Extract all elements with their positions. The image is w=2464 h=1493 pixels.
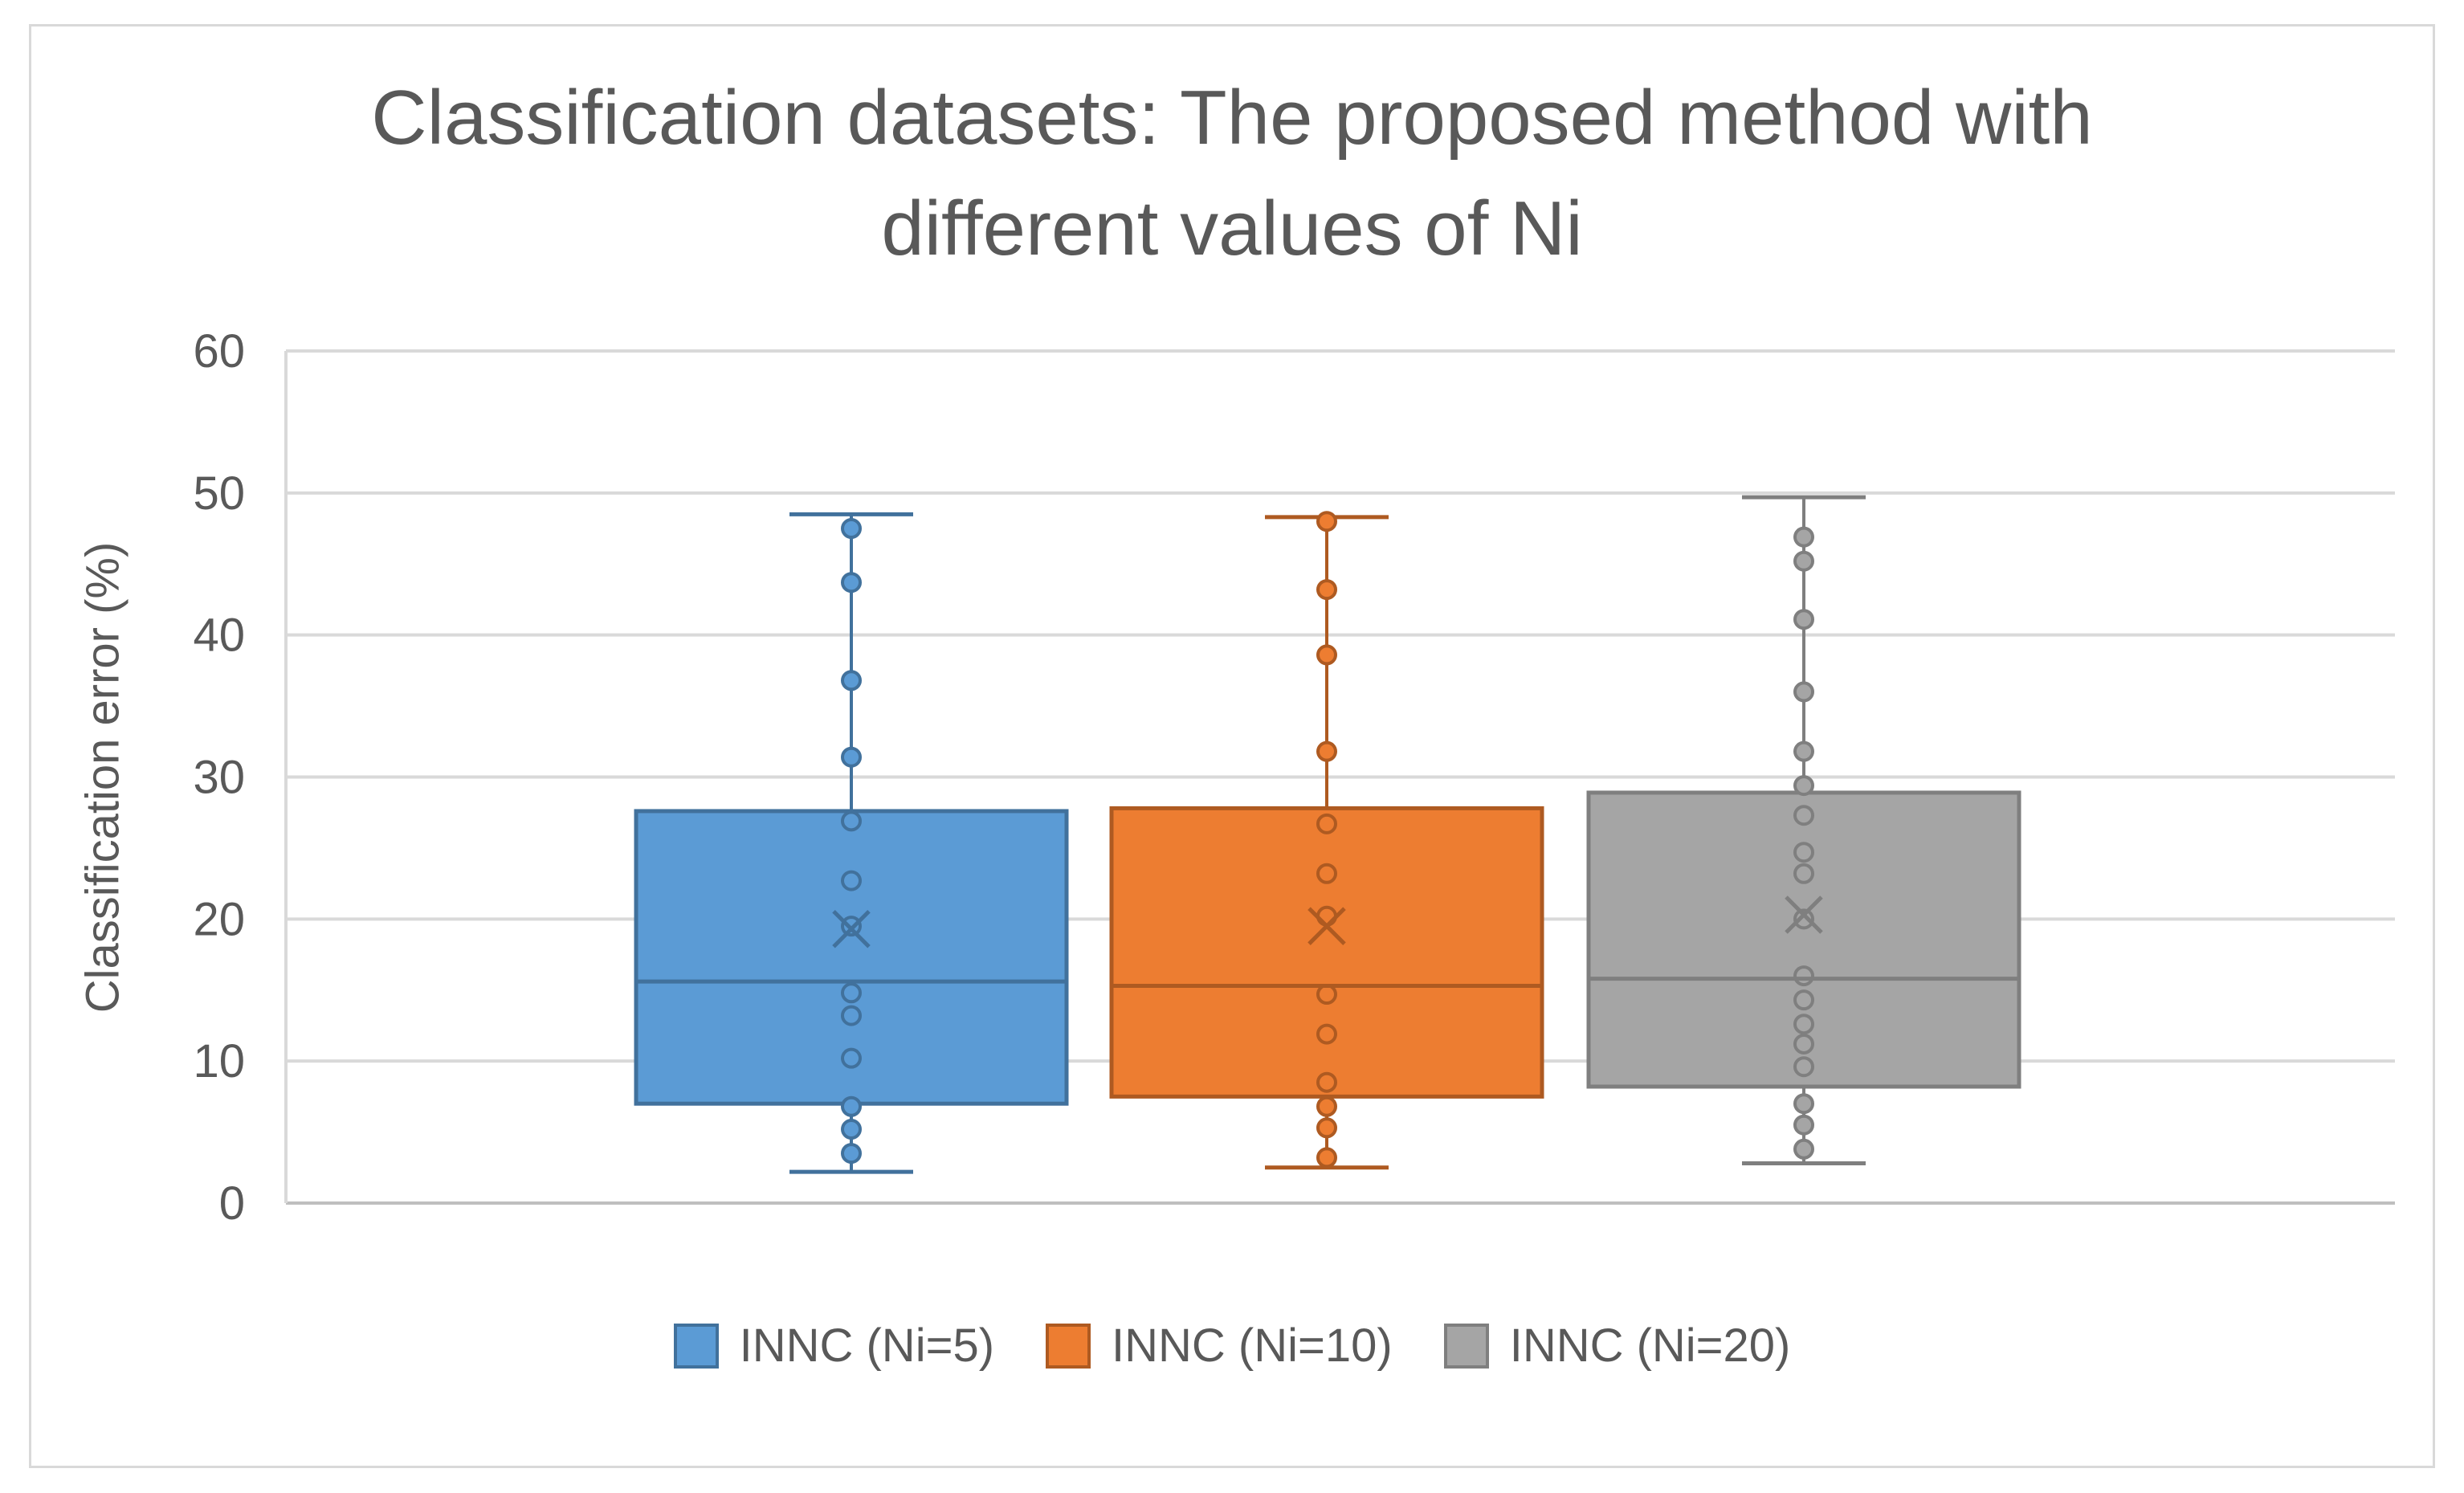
data-point (1316, 863, 1337, 884)
data-point (1316, 579, 1337, 601)
data-point (1316, 1023, 1337, 1045)
data-point (1793, 681, 1814, 703)
legend-label: INNC (Ni=20) (1509, 1320, 1791, 1372)
data-point (841, 1005, 862, 1026)
data-point (841, 518, 862, 540)
data-point (841, 1119, 862, 1140)
iqr-box (634, 809, 1069, 1106)
data-point (1793, 1114, 1814, 1136)
data-point (841, 1095, 862, 1117)
legend-label: INNC (Ni=5) (739, 1320, 995, 1372)
box-series-1 (634, 512, 1069, 1174)
y-tick-label: 50 (193, 467, 245, 520)
data-point (1316, 740, 1337, 762)
legend-item-2: INNC (Ni=10) (1046, 1319, 1393, 1373)
data-point (1793, 842, 1814, 863)
box-series-2 (1109, 511, 1544, 1170)
data-point (1793, 775, 1814, 797)
chart-title-line-2: different values of Ni (881, 186, 1583, 271)
data-point (841, 670, 862, 691)
data-point (1793, 550, 1814, 572)
data-point (841, 1047, 862, 1069)
data-point (841, 916, 862, 937)
data-point (1793, 526, 1814, 548)
data-point (1316, 511, 1337, 532)
legend-swatch (1443, 1323, 1489, 1369)
data-point (1793, 1014, 1814, 1035)
legend-item-3: INNC (Ni=20) (1443, 1319, 1791, 1373)
data-point (1793, 908, 1814, 930)
iqr-box (1586, 790, 2021, 1089)
y-tick-label: 20 (193, 893, 245, 945)
data-point (1316, 984, 1337, 1006)
y-tick-label: 40 (193, 610, 245, 662)
data-point (841, 810, 862, 832)
data-point (1793, 1138, 1814, 1160)
y-tick-label: 10 (193, 1035, 245, 1087)
chart-title-line-1: Classification datasets: The proposed me… (371, 75, 2093, 161)
data-point (1316, 1147, 1337, 1169)
data-point (1316, 644, 1337, 666)
data-point (1793, 1033, 1814, 1054)
data-point (1793, 740, 1814, 762)
y-tick-label: 0 (219, 1177, 245, 1230)
data-point (1793, 989, 1814, 1011)
data-point (1316, 813, 1337, 834)
legend-item-1: INNC (Ni=5) (673, 1319, 995, 1373)
data-point (1793, 965, 1814, 987)
chart-frame (29, 24, 2435, 1468)
data-point (1793, 609, 1814, 630)
data-point (1316, 1117, 1337, 1139)
data-point (841, 1143, 862, 1165)
legend-swatch (673, 1323, 719, 1369)
data-point (841, 982, 862, 1004)
data-point (1316, 1071, 1337, 1093)
mean-marker (832, 909, 871, 948)
data-point (1793, 1056, 1814, 1078)
iqr-box (1109, 806, 1544, 1099)
legend-label: INNC (Ni=10) (1112, 1320, 1393, 1372)
legend-swatch (1046, 1323, 1091, 1369)
data-point (841, 870, 862, 891)
mean-marker (1785, 895, 1823, 934)
chart-title: Classification datasets: The proposed me… (0, 63, 2464, 284)
data-point (1793, 1093, 1814, 1115)
legend: INNC (Ni=5) INNC (Ni=10) INNC (Ni=20) (0, 1319, 2464, 1373)
mean-marker (1307, 907, 1346, 945)
data-point (1793, 805, 1814, 826)
data-point (841, 572, 862, 594)
y-tick-label: 30 (193, 752, 245, 804)
data-point (841, 746, 862, 768)
y-tick-label: 60 (193, 325, 245, 377)
box-series-3 (1586, 495, 2021, 1165)
data-point (1793, 863, 1814, 884)
data-point (1316, 1095, 1337, 1117)
